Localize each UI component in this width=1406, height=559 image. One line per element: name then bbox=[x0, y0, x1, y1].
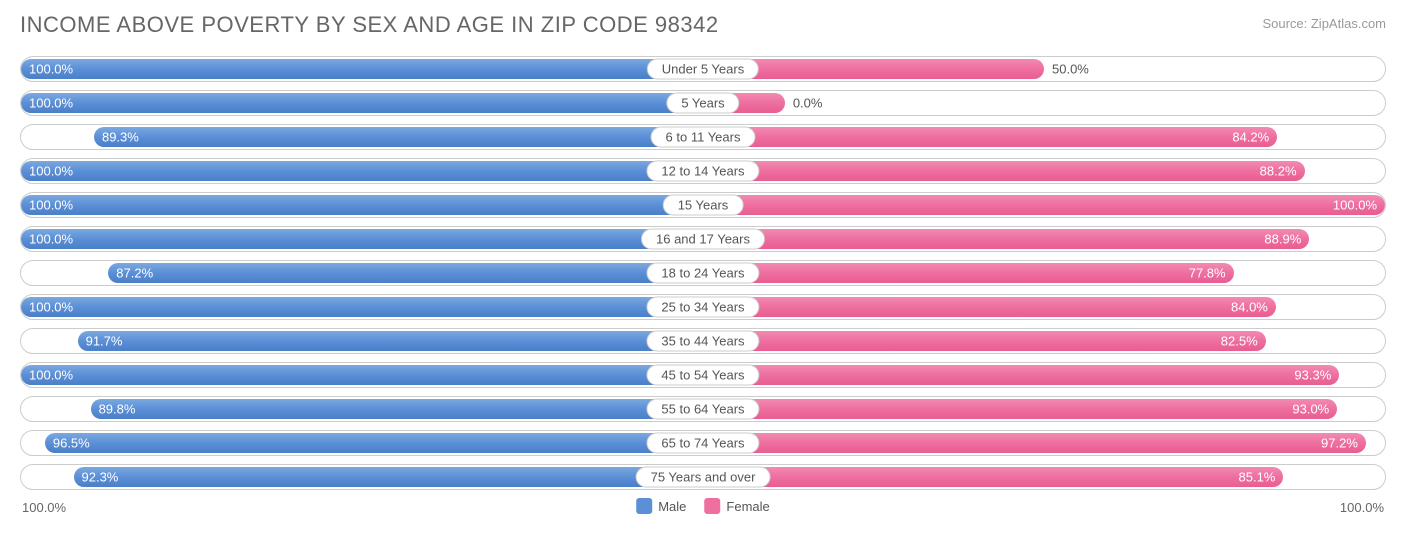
age-label: 45 to 54 Years bbox=[646, 365, 759, 386]
age-label: 15 Years bbox=[663, 195, 744, 216]
female-value: 0.0% bbox=[793, 96, 823, 111]
legend-swatch-female bbox=[704, 498, 720, 514]
chart-row: 100.0% 93.3% 45 to 54 Years bbox=[20, 362, 1386, 388]
female-value: 85.1% bbox=[1239, 470, 1276, 485]
female-bar: 88.9% bbox=[703, 229, 1309, 249]
chart-title: INCOME ABOVE POVERTY BY SEX AND AGE IN Z… bbox=[20, 12, 719, 38]
male-value: 89.8% bbox=[99, 402, 136, 417]
legend-label-female: Female bbox=[726, 499, 769, 514]
male-value: 100.0% bbox=[29, 96, 73, 111]
chart-row: 100.0% 0.0% 5 Years bbox=[20, 90, 1386, 116]
female-bar: 84.0% bbox=[703, 297, 1276, 317]
chart-header: INCOME ABOVE POVERTY BY SEX AND AGE IN Z… bbox=[20, 12, 1386, 38]
male-value: 100.0% bbox=[29, 300, 73, 315]
age-label: 55 to 64 Years bbox=[646, 399, 759, 420]
chart-row: 100.0% 88.2% 12 to 14 Years bbox=[20, 158, 1386, 184]
male-bar: 100.0% bbox=[21, 93, 703, 113]
male-value: 100.0% bbox=[29, 164, 73, 179]
male-value: 89.3% bbox=[102, 130, 139, 145]
male-value: 91.7% bbox=[86, 334, 123, 349]
age-label: 5 Years bbox=[666, 93, 739, 114]
male-bar: 92.3% bbox=[74, 467, 703, 487]
female-value: 93.3% bbox=[1294, 368, 1331, 383]
female-value: 100.0% bbox=[1333, 198, 1377, 213]
age-label: 75 Years and over bbox=[636, 467, 771, 488]
chart-row: 89.3% 84.2% 6 to 11 Years bbox=[20, 124, 1386, 150]
chart-row: 92.3% 85.1% 75 Years and over bbox=[20, 464, 1386, 490]
male-bar: 100.0% bbox=[21, 365, 703, 385]
age-label: 65 to 74 Years bbox=[646, 433, 759, 454]
legend-label-male: Male bbox=[658, 499, 686, 514]
chart-footer: 100.0% Male Female 100.0% bbox=[20, 498, 1386, 522]
age-label: Under 5 Years bbox=[647, 59, 759, 80]
female-value: 93.0% bbox=[1292, 402, 1329, 417]
female-bar: 88.2% bbox=[703, 161, 1305, 181]
male-value: 100.0% bbox=[29, 368, 73, 383]
female-bar: 100.0% bbox=[703, 195, 1385, 215]
age-label: 18 to 24 Years bbox=[646, 263, 759, 284]
age-label: 25 to 34 Years bbox=[646, 297, 759, 318]
age-label: 35 to 44 Years bbox=[646, 331, 759, 352]
male-value: 100.0% bbox=[29, 62, 73, 77]
age-label: 16 and 17 Years bbox=[641, 229, 765, 250]
chart-row: 100.0% 100.0% 15 Years bbox=[20, 192, 1386, 218]
chart-row: 100.0% 84.0% 25 to 34 Years bbox=[20, 294, 1386, 320]
female-value: 82.5% bbox=[1221, 334, 1258, 349]
legend-swatch-male bbox=[636, 498, 652, 514]
chart-row: 87.2% 77.8% 18 to 24 Years bbox=[20, 260, 1386, 286]
legend: Male Female bbox=[636, 498, 770, 514]
male-value: 87.2% bbox=[116, 266, 153, 281]
male-bar: 96.5% bbox=[45, 433, 703, 453]
chart-row: 91.7% 82.5% 35 to 44 Years bbox=[20, 328, 1386, 354]
male-bar: 100.0% bbox=[21, 297, 703, 317]
chart-row: 89.8% 93.0% 55 to 64 Years bbox=[20, 396, 1386, 422]
female-bar: 93.0% bbox=[703, 399, 1337, 419]
legend-male: Male bbox=[636, 498, 686, 514]
male-bar: 91.7% bbox=[78, 331, 703, 351]
female-bar: 77.8% bbox=[703, 263, 1234, 283]
male-bar: 89.8% bbox=[91, 399, 703, 419]
female-value: 88.9% bbox=[1264, 232, 1301, 247]
female-value: 84.0% bbox=[1231, 300, 1268, 315]
male-value: 100.0% bbox=[29, 232, 73, 247]
male-bar: 87.2% bbox=[108, 263, 703, 283]
male-bar: 89.3% bbox=[94, 127, 703, 147]
chart-row: 100.0% 88.9% 16 and 17 Years bbox=[20, 226, 1386, 252]
legend-female: Female bbox=[704, 498, 769, 514]
female-value: 97.2% bbox=[1321, 436, 1358, 451]
male-bar: 100.0% bbox=[21, 161, 703, 181]
female-value: 84.2% bbox=[1232, 130, 1269, 145]
female-value: 50.0% bbox=[1052, 62, 1089, 77]
chart-row: 100.0% 50.0% Under 5 Years bbox=[20, 56, 1386, 82]
chart-source: Source: ZipAtlas.com bbox=[1262, 16, 1386, 31]
female-bar: 82.5% bbox=[703, 331, 1266, 351]
female-bar: 97.2% bbox=[703, 433, 1366, 453]
axis-label-left: 100.0% bbox=[22, 500, 66, 515]
female-value: 77.8% bbox=[1189, 266, 1226, 281]
female-bar: 85.1% bbox=[703, 467, 1283, 487]
male-bar: 100.0% bbox=[21, 59, 703, 79]
male-value: 100.0% bbox=[29, 198, 73, 213]
female-value: 88.2% bbox=[1260, 164, 1297, 179]
male-value: 96.5% bbox=[53, 436, 90, 451]
age-label: 6 to 11 Years bbox=[651, 127, 756, 148]
male-bar: 100.0% bbox=[21, 229, 703, 249]
male-value: 92.3% bbox=[82, 470, 119, 485]
male-bar: 100.0% bbox=[21, 195, 703, 215]
age-label: 12 to 14 Years bbox=[646, 161, 759, 182]
female-bar: 84.2% bbox=[703, 127, 1277, 147]
diverging-bar-chart: 100.0% 50.0% Under 5 Years 100.0% 0.0% 5 Year… bbox=[20, 56, 1386, 490]
chart-row: 96.5% 97.2% 65 to 74 Years bbox=[20, 430, 1386, 456]
female-bar: 93.3% bbox=[703, 365, 1339, 385]
axis-label-right: 100.0% bbox=[1340, 500, 1384, 515]
